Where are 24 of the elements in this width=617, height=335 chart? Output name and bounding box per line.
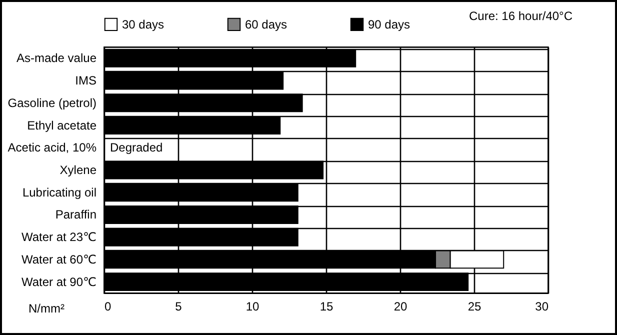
- legend-label: 30 days: [122, 17, 164, 32]
- y-tick-label: Water at 90℃: [21, 274, 96, 289]
- text: Cure: 16 hour/40°C: [469, 9, 573, 23]
- y-tick-label: Ethyl acetate: [27, 118, 97, 132]
- x-tick-label: 20: [394, 300, 408, 314]
- x-tick-label: 0: [104, 300, 112, 314]
- x-axis-title: N/mm²: [28, 302, 64, 316]
- x-tick-label: 5: [175, 300, 182, 314]
- y-tick-label: Acetic acid, 10%: [8, 140, 97, 155]
- x-tick-label: 15: [320, 300, 334, 314]
- legend-label: 90 days: [368, 17, 410, 32]
- y-tick-label: Xylene: [60, 163, 97, 177]
- y-tick-label: Gasoline (petrol): [8, 96, 96, 110]
- y-tick-label: As-made value: [16, 51, 97, 66]
- x-tick-label: 30: [535, 300, 549, 314]
- x-tick-label: 25: [468, 300, 482, 314]
- y-tick-label: Lubricating oil: [22, 185, 96, 200]
- y-tick-label: Paraffin: [55, 208, 96, 222]
- y-tick-label: IMS: [75, 74, 96, 88]
- y-tick-label: Water at 60℃: [21, 252, 96, 266]
- x-tick-label: 10: [246, 300, 260, 314]
- legend-label: 60 days: [245, 17, 288, 32]
- y-tick-label: Water at 23℃: [21, 230, 96, 244]
- annotation: Degraded: [110, 140, 163, 155]
